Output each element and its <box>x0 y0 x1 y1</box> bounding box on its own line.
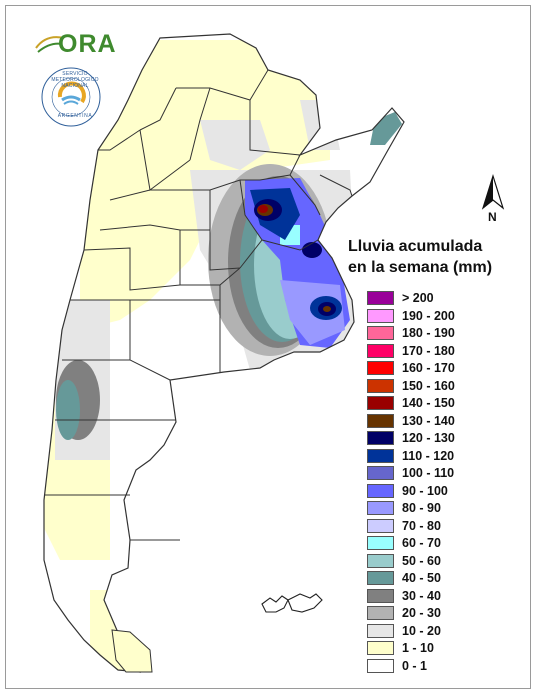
legend-label: 70 - 80 <box>402 518 441 533</box>
legend-label: 60 - 70 <box>402 536 441 550</box>
ora-logo <box>35 36 65 53</box>
legend-label: 0 - 1 <box>402 658 428 673</box>
legend-title: Lluvia acumulada en la semana (mm) <box>348 236 492 278</box>
legend-title-line-1: Lluvia acumulada <box>348 238 483 255</box>
rain-zone-40-50-west <box>56 380 80 440</box>
tierra-del-fuego <box>111 629 153 673</box>
legend-swatch <box>367 431 394 445</box>
legend-swatch <box>367 588 394 603</box>
legend-label: 190 - 200 <box>402 308 455 323</box>
rain-zone-40-50-ne <box>370 112 402 145</box>
legend-label: 150 - 160 <box>402 378 455 393</box>
legend-swatch <box>367 396 394 410</box>
legend-label: > 200 <box>402 291 434 305</box>
legend-swatch <box>367 291 394 305</box>
legend-swatch <box>367 518 394 533</box>
province-borders <box>43 33 405 673</box>
legend-label: 1 - 10 <box>402 641 434 655</box>
legend-label: 80 - 90 <box>402 501 441 515</box>
legend-swatch <box>367 658 394 673</box>
legend-swatch <box>367 483 394 498</box>
legend-label: 160 - 170 <box>402 361 455 375</box>
legend-swatch <box>367 413 394 428</box>
legend-swatch <box>367 641 394 655</box>
legend-label: 20 - 30 <box>402 606 441 620</box>
rain-zone-140-150 <box>258 205 268 213</box>
legend-swatch <box>367 361 394 375</box>
legend-label: 170 - 180 <box>402 343 455 358</box>
legend-swatch <box>367 308 394 323</box>
legend-label: 120 - 130 <box>402 431 455 445</box>
legend-label: 90 - 100 <box>402 483 448 498</box>
north-arrow-icon <box>481 173 505 210</box>
legend-swatch <box>367 623 394 638</box>
legend-label: 110 - 120 <box>402 448 455 463</box>
legend-title-line-2: en la semana (mm) <box>348 259 493 276</box>
legend-swatch <box>367 501 394 515</box>
rain-zone-120-130-b <box>302 242 322 258</box>
smn-logo <box>41 67 101 127</box>
rain-zone-10-20 <box>200 120 270 170</box>
legend-label: 180 - 190 <box>402 326 455 340</box>
legend-swatch <box>367 571 394 585</box>
legend-swatch <box>367 343 394 358</box>
legend-swatch <box>367 378 394 393</box>
legend-swatch <box>367 466 394 480</box>
legend-label: 40 - 50 <box>402 571 441 585</box>
legend-label: 140 - 150 <box>402 396 455 410</box>
malvinas-islands <box>261 593 323 613</box>
legend-swatch <box>367 606 394 620</box>
legend-label: 30 - 40 <box>402 588 441 603</box>
legend-label: 50 - 60 <box>402 553 441 568</box>
smn-logo-ring-bottom: ARGENTINA <box>57 113 93 119</box>
legend-swatch <box>367 536 394 550</box>
legend-swatch <box>367 448 394 463</box>
legend-swatch <box>367 326 394 340</box>
legend-label: 10 - 20 <box>402 623 441 638</box>
north-label: N <box>488 210 497 224</box>
ora-logo-text: ORA <box>58 30 117 58</box>
smn-logo-ring-top: SERVICIO METEOROLOGICO NACIONAL <box>51 71 99 89</box>
legend-label: 130 - 140 <box>402 413 455 428</box>
legend-swatch <box>367 553 394 568</box>
rain-zone-130-140-b <box>323 306 331 312</box>
legend-label: 100 - 110 <box>402 466 455 480</box>
